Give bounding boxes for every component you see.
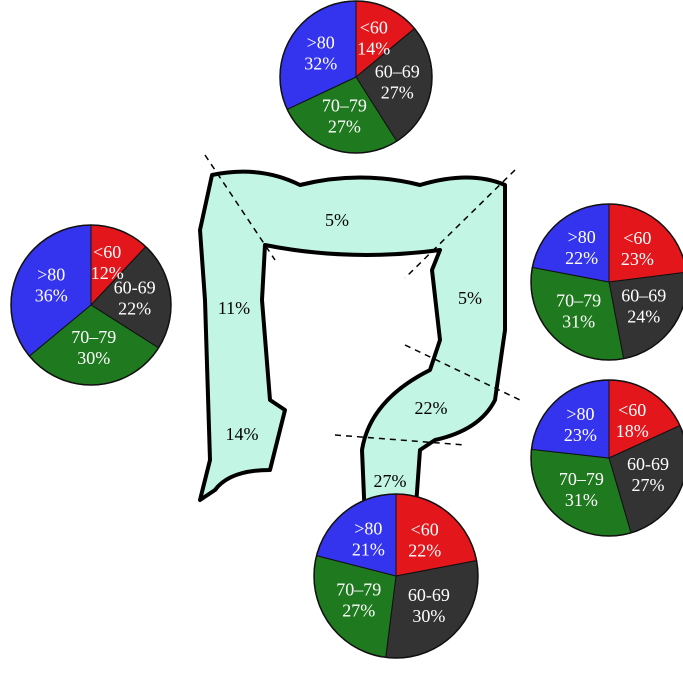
- slice-value-label: 14%: [357, 38, 390, 58]
- segment-label: 5%: [458, 288, 482, 308]
- slice-category: 70–79: [559, 469, 604, 489]
- pie-outline: [530, 379, 683, 537]
- pie-outline: [279, 0, 433, 154]
- slice-value-label: 27%: [381, 83, 414, 103]
- slice-value-label: 23%: [621, 249, 654, 269]
- slice-category: 70–79: [336, 579, 381, 599]
- segment-dividers: [204, 154, 521, 446]
- slice-value-label: 12%: [91, 263, 124, 283]
- slice-category: >80: [307, 33, 335, 53]
- slice-value-label: 22%: [565, 248, 598, 268]
- slice-value-label: 30%: [412, 606, 445, 626]
- slice-category: <60: [618, 400, 646, 420]
- slice-category: <60: [360, 17, 388, 37]
- segment-label: 27%: [374, 471, 407, 491]
- slice-value-label: 32%: [304, 54, 337, 74]
- segment-label: 11%: [218, 298, 250, 318]
- slice-category: <60: [623, 228, 651, 248]
- slice-category: 60–69: [621, 285, 666, 305]
- pie-outline: [10, 224, 172, 386]
- slice-value-label: 27%: [342, 600, 375, 620]
- slice-value-label: 27%: [328, 116, 361, 136]
- slice-value-label: 36%: [35, 285, 68, 305]
- slice-value-label: 22%: [118, 299, 151, 319]
- slice-category: >80: [354, 518, 382, 538]
- slice-category: <60: [411, 519, 439, 539]
- slice-value-label: 24%: [627, 306, 660, 326]
- slice-value-label: 30%: [77, 348, 110, 368]
- slice-value-label: 18%: [616, 421, 649, 441]
- slice-category: 60-69: [114, 278, 156, 298]
- slice-category: 70–79: [556, 290, 601, 310]
- divider: [404, 169, 516, 279]
- slice-category: 60–69: [375, 62, 420, 82]
- slice-value-label: 23%: [564, 425, 597, 445]
- segment-label: 5%: [325, 210, 349, 230]
- segment-label: 22%: [415, 398, 448, 418]
- slice-category: 70–79: [71, 327, 116, 347]
- slice-value-label: 21%: [352, 539, 385, 559]
- slice-category: >80: [566, 404, 594, 424]
- slice-value-label: 27%: [632, 475, 665, 495]
- slice-value-label: 31%: [562, 311, 595, 331]
- pie-outline: [313, 493, 479, 659]
- slice-category: 70–79: [322, 95, 367, 115]
- colon-shape: [198, 169, 507, 522]
- slice-category: 60-69: [627, 454, 669, 474]
- slice-category: <60: [93, 242, 121, 262]
- segment-label: 14%: [226, 424, 259, 444]
- slice-value-label: 31%: [565, 490, 598, 510]
- slice-category: 60-69: [408, 585, 450, 605]
- slice-value-label: 22%: [408, 540, 441, 560]
- pie-outline: [530, 203, 683, 361]
- slice-category: >80: [37, 264, 65, 284]
- slice-category: >80: [568, 227, 596, 247]
